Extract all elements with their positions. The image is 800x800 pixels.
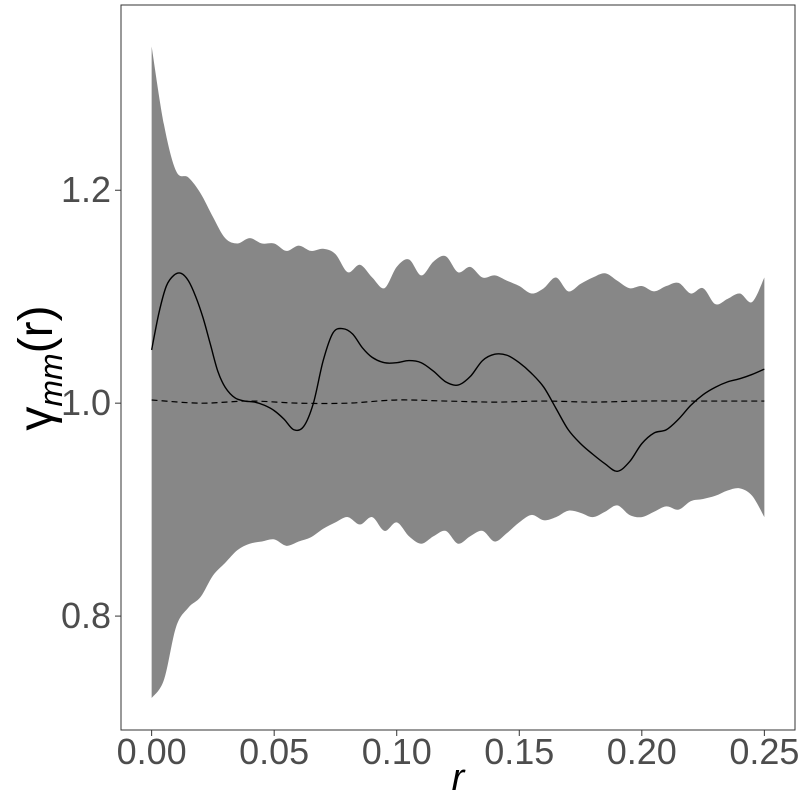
y-tick-label: 1.2	[61, 169, 111, 210]
y-axis-title-suffix: (r)	[10, 305, 63, 353]
dashed-series-line	[151, 399, 765, 405]
axis-ticks: 0.00 0.05 0.10 0.15 0.20 0.25 0.8 1.0 1.2	[61, 169, 799, 772]
envelope-band	[151, 46, 765, 699]
x-tick-label: 0.00	[117, 731, 187, 772]
x-tick-label: 0.15	[484, 731, 554, 772]
x-tick-label: 0.20	[607, 731, 677, 772]
x-tick-label: 0.10	[362, 731, 432, 772]
solid-series-line	[150, 272, 765, 472]
y-axis-title: γmm(r)	[10, 305, 69, 430]
plot-area	[150, 46, 765, 699]
x-tick-label: 0.05	[239, 731, 309, 772]
y-tick-label: 1.0	[61, 382, 111, 423]
y-axis-title-subscript: mm	[33, 353, 69, 406]
y-axis-title-base: γ	[10, 407, 63, 431]
x-axis-title: r	[452, 757, 466, 799]
x-tick-label: 0.25	[729, 731, 799, 772]
panel-border	[120, 4, 796, 731]
y-tick-label: 0.8	[61, 595, 111, 636]
